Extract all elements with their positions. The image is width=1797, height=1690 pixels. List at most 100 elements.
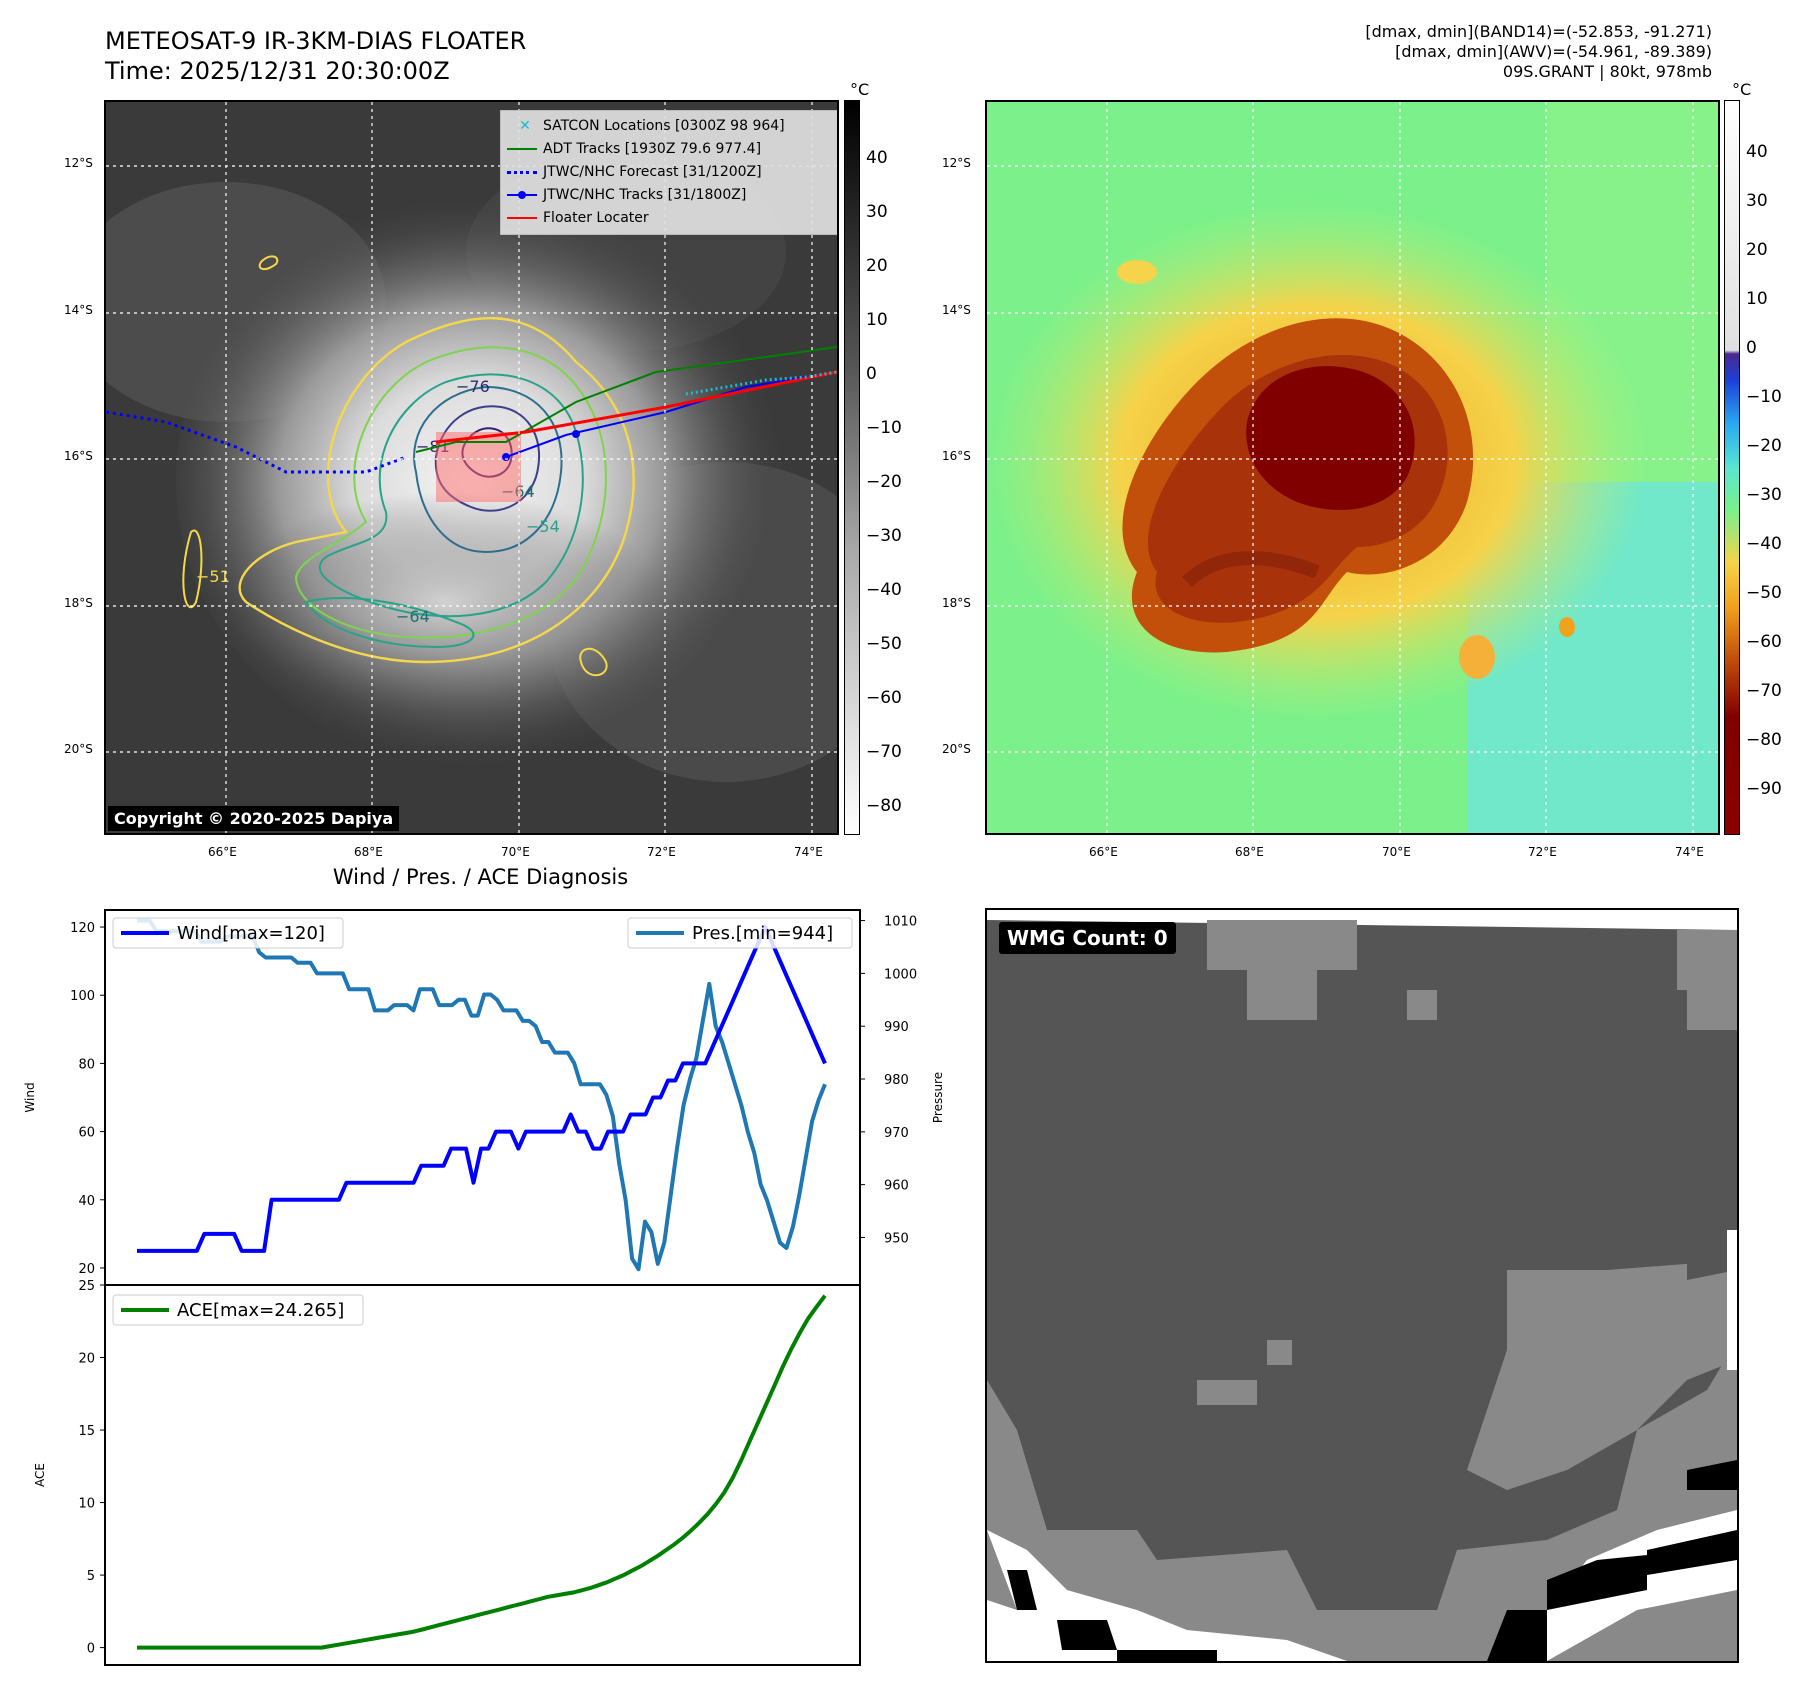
copyright-label: Copyright © 2020-2025 Dapiya — [108, 806, 400, 831]
legend-item: ADT Tracks [1930Z 79.6 977.4] — [507, 138, 837, 161]
colorbar-tick: −30 — [866, 526, 902, 546]
colorbar-tick: −90 — [1746, 779, 1782, 799]
colorbar-tick: 0 — [866, 364, 877, 384]
colorbar-tick: −10 — [866, 418, 902, 438]
ace-axis-label: ACE — [33, 1463, 47, 1487]
lat-tick-label: 20°S — [64, 742, 93, 756]
colorbar-tick: −20 — [1746, 436, 1782, 456]
lon-tick-label: 70°E — [1382, 845, 1411, 859]
stats-block: [dmax, dmin](BAND14)=(-52.853, -91.271) … — [1365, 22, 1712, 82]
contour-label: −54 — [526, 517, 560, 536]
colorbar-tick: 20 — [1746, 240, 1768, 260]
dotted-line-icon — [507, 170, 537, 174]
ir-colorbar-unit: °C — [850, 80, 870, 99]
lat-tick-label: 18°S — [942, 596, 971, 610]
enhanced-colorbar-ticks: 40 30 20 10 0 −10 −20 −30 −40 −50 −60 −7… — [1746, 100, 1796, 835]
marker-line-icon — [507, 191, 537, 199]
diag-chart: 20 40 60 80 100 120 950 960 970 980 990 1000 1010 0 5 1… — [23, 909, 945, 1666]
pressure-axis-label: Pressure — [931, 1072, 945, 1123]
satcon-points — [685, 370, 837, 396]
ir-lat-axis: 12°S 14°S 16°S 18°S 20°S — [60, 100, 100, 835]
colorbar-tick: −10 — [1746, 387, 1782, 407]
enhanced-colorbar-unit: °C — [1732, 80, 1752, 99]
lon-tick-label: 70°E — [501, 845, 530, 859]
wmg-image — [987, 910, 1737, 1661]
contour-label: −76 — [456, 377, 490, 396]
wind-tick-label: 80 — [78, 1057, 95, 1072]
pressure-legend-label: Pres.[min=944] — [692, 923, 833, 944]
x-marker-icon: ✕ — [519, 118, 531, 134]
pressure-legend-box — [627, 917, 853, 949]
colorbar-tick: 10 — [866, 310, 888, 330]
wind-series-line — [137, 925, 827, 1253]
enhanced-image — [987, 102, 1718, 833]
pressure-tick-label: 960 — [884, 1179, 909, 1194]
ace-tick-label: 10 — [78, 1497, 95, 1512]
contour-label: −64 — [396, 607, 430, 626]
ace-tick-label: 25 — [78, 1279, 95, 1294]
stats-line-3: 09S.GRANT | 80kt, 978mb — [1502, 62, 1712, 81]
colorbar-tick: −50 — [866, 634, 902, 654]
ir-colorbar-ticks: 40 30 20 10 0 −10 −20 −30 −40 −50 −60 −7… — [866, 100, 916, 835]
pressure-tick-label: 1010 — [884, 915, 917, 930]
enhanced-lon-axis: 66°E 68°E 70°E 72°E 74°E — [985, 845, 1720, 865]
colorbar-tick: 30 — [1746, 191, 1768, 211]
lon-tick-label: 74°E — [794, 845, 823, 859]
colorbar-tick: −30 — [1746, 485, 1782, 505]
wmg-count-badge: WMG Count: 0 — [999, 922, 1176, 954]
lon-tick-label: 74°E — [1675, 845, 1704, 859]
colorbar-tick: −70 — [866, 742, 902, 762]
line-swatch-icon — [507, 148, 537, 150]
diag-title: Wind / Pres. / ACE Diagnosis — [332, 865, 629, 889]
colorbar-tick: −20 — [866, 472, 902, 492]
wmg-panel: WMG Count: 0 — [985, 908, 1739, 1663]
colorbar-tick: 0 — [1746, 338, 1757, 358]
legend-item: JTWC/NHC Tracks [31/1800Z] — [507, 184, 837, 207]
lon-tick-label: 68°E — [354, 845, 383, 859]
ace-series-line — [137, 1294, 827, 1650]
enhanced-colorbar — [1724, 100, 1740, 835]
wind-legend-box — [112, 917, 344, 949]
colorbar-tick: −80 — [1746, 730, 1782, 750]
lat-tick-label: 14°S — [942, 303, 971, 317]
lon-tick-label: 72°E — [647, 845, 676, 859]
wind-tick-label: 20 — [78, 1262, 95, 1277]
colorbar-tick: 40 — [1746, 142, 1768, 162]
stats-line-1: [dmax, dmin](BAND14)=(-52.853, -91.271) — [1365, 22, 1712, 41]
colorbar-tick: −70 — [1746, 681, 1782, 701]
colorbar-tick: −40 — [1746, 534, 1782, 554]
lat-tick-label: 14°S — [64, 303, 93, 317]
wind-tick-label: 60 — [78, 1126, 95, 1141]
legend-item: Floater Locater — [507, 207, 837, 230]
enhanced-lat-axis: 12°S 14°S 16°S 18°S 20°S — [942, 100, 982, 835]
lon-tick-label: 72°E — [1528, 845, 1557, 859]
adt-track — [415, 346, 837, 453]
ace-tick-label: 15 — [78, 1424, 95, 1439]
lat-tick-label: 12°S — [942, 156, 971, 170]
colorbar-tick: 10 — [1746, 289, 1768, 309]
wind-axis-label: Wind — [23, 1082, 37, 1112]
figure-title: METEOSAT-9 IR-3KM-DIAS FLOATER Time: 202… — [105, 26, 526, 86]
lat-tick-label: 16°S — [942, 449, 971, 463]
enhanced-image-panel — [985, 100, 1720, 835]
wind-tick-label: 100 — [70, 989, 95, 1004]
lon-tick-label: 68°E — [1235, 845, 1264, 859]
title-line-2: Time: 2025/12/31 20:30:00Z — [105, 57, 450, 85]
lon-tick-label: 66°E — [208, 845, 237, 859]
pressure-tick-label: 950 — [884, 1231, 909, 1246]
lat-tick-label: 18°S — [64, 596, 93, 610]
lat-tick-label: 16°S — [64, 449, 93, 463]
colorbar-tick: −80 — [866, 796, 902, 816]
wind-tick-label: 40 — [78, 1194, 95, 1209]
floater-track — [435, 370, 837, 444]
ir-lon-axis: 66°E 68°E 70°E 72°E 74°E — [104, 845, 839, 865]
legend-item: JTWC/NHC Forecast [31/1200Z] — [507, 161, 837, 184]
colorbar-tick: −60 — [866, 688, 902, 708]
legend-item: ✕ SATCON Locations [0300Z 98 964] — [507, 115, 837, 138]
colorbar-tick: 20 — [866, 256, 888, 276]
jtwc-track — [505, 371, 837, 458]
ace-legend-label: ACE[max=24.265] — [177, 1300, 344, 1321]
pressure-tick-label: 1000 — [884, 967, 917, 982]
line-swatch-icon — [507, 217, 537, 219]
pressure-tick-label: 970 — [884, 1126, 909, 1141]
